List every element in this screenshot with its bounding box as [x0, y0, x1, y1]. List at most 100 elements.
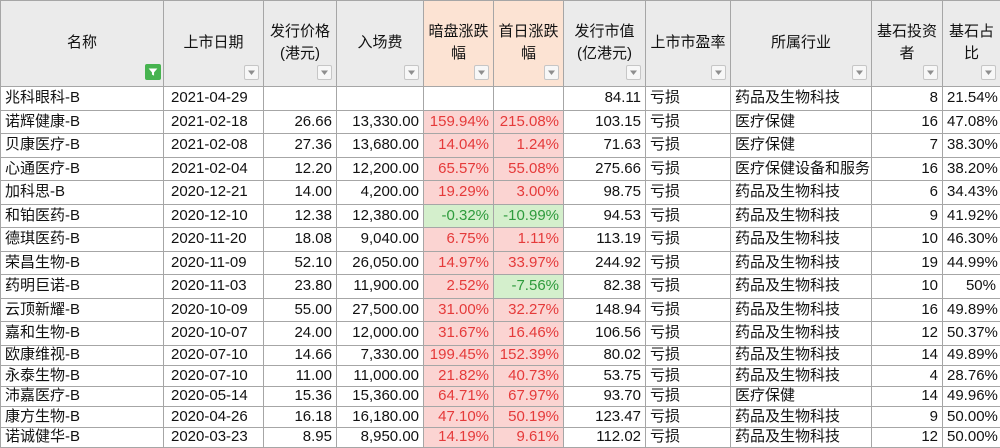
- grey-market-change-cell[interactable]: 64.71%: [423, 385, 494, 407]
- grey-market-change-cell[interactable]: -0.32%: [423, 203, 494, 228]
- first-day-change-cell[interactable]: 67.97%: [493, 385, 564, 407]
- market-cap-cell[interactable]: 53.75: [563, 365, 646, 387]
- listing-date-cell[interactable]: 2020-12-21: [163, 180, 264, 205]
- cornerstone-investors-filter-button[interactable]: [923, 65, 938, 80]
- issue-price-cell[interactable]: 11.00: [263, 365, 337, 387]
- entry-fee-cell[interactable]: 27,500.00: [336, 297, 424, 322]
- cornerstone-investors-cell[interactable]: 16: [871, 156, 943, 181]
- column-header-cornerstone-investors[interactable]: 基石投资 者: [871, 0, 943, 87]
- issue-price-cell[interactable]: 26.66: [263, 109, 337, 134]
- grey-market-change-cell[interactable]: 21.82%: [423, 365, 494, 387]
- issue-price-cell[interactable]: 52.10: [263, 250, 337, 275]
- first-day-change-cell[interactable]: 32.27%: [493, 297, 564, 322]
- listing-date-filter-button[interactable]: [244, 65, 259, 80]
- column-header-grey-market-change[interactable]: 暗盘涨跌 幅: [423, 0, 494, 87]
- first-day-change-cell[interactable]: [493, 86, 564, 111]
- listing-date-cell[interactable]: 2020-07-10: [163, 365, 264, 387]
- cornerstone-investors-cell[interactable]: 10: [871, 274, 943, 299]
- cornerstone-ratio-cell[interactable]: 34.43%: [942, 180, 1000, 205]
- entry-fee-cell[interactable]: 15,360.00: [336, 385, 424, 407]
- name-cell[interactable]: 云顶新耀-B: [0, 297, 164, 322]
- industry-cell[interactable]: 药品及生物科技: [730, 274, 872, 299]
- issue-price-cell[interactable]: 16.18: [263, 406, 337, 428]
- listing-pe-cell[interactable]: 亏损: [645, 297, 731, 322]
- first-day-change-cell[interactable]: 3.00%: [493, 180, 564, 205]
- first-day-change-cell[interactable]: -10.99%: [493, 203, 564, 228]
- name-cell[interactable]: 欧康维视-B: [0, 344, 164, 366]
- listing-pe-cell[interactable]: 亏损: [645, 109, 731, 134]
- cornerstone-ratio-cell[interactable]: 47.08%: [942, 109, 1000, 134]
- first-day-change-cell[interactable]: 50.19%: [493, 406, 564, 428]
- issue-price-cell[interactable]: 8.95: [263, 426, 337, 448]
- market-cap-cell[interactable]: 275.66: [563, 156, 646, 181]
- name-cell[interactable]: 和铂医药-B: [0, 203, 164, 228]
- listing-pe-cell[interactable]: 亏损: [645, 250, 731, 275]
- first-day-change-cell[interactable]: -7.56%: [493, 274, 564, 299]
- market-cap-cell[interactable]: 98.75: [563, 180, 646, 205]
- industry-cell[interactable]: 医疗保健: [730, 133, 872, 158]
- listing-pe-cell[interactable]: 亏损: [645, 321, 731, 346]
- listing-pe-cell[interactable]: 亏损: [645, 227, 731, 252]
- column-header-listing-pe[interactable]: 上市市盈率: [645, 0, 731, 87]
- column-header-industry[interactable]: 所属行业: [730, 0, 872, 87]
- listing-date-cell[interactable]: 2020-10-07: [163, 321, 264, 346]
- first-day-change-filter-button[interactable]: [544, 65, 559, 80]
- cornerstone-ratio-cell[interactable]: 44.99%: [942, 250, 1000, 275]
- cornerstone-investors-cell[interactable]: 12: [871, 426, 943, 448]
- column-header-name[interactable]: 名称: [0, 0, 164, 87]
- issue-price-cell[interactable]: 15.36: [263, 385, 337, 407]
- grey-market-change-cell[interactable]: 14.19%: [423, 426, 494, 448]
- listing-pe-cell[interactable]: 亏损: [645, 344, 731, 366]
- first-day-change-cell[interactable]: 215.08%: [493, 109, 564, 134]
- column-header-listing-date[interactable]: 上市日期: [163, 0, 264, 87]
- market-cap-cell[interactable]: 113.19: [563, 227, 646, 252]
- column-header-entry-fee[interactable]: 入场费: [336, 0, 424, 87]
- first-day-change-cell[interactable]: 9.61%: [493, 426, 564, 448]
- industry-cell[interactable]: 医疗保健: [730, 385, 872, 407]
- name-cell[interactable]: 荣昌生物-B: [0, 250, 164, 275]
- market-cap-cell[interactable]: 103.15: [563, 109, 646, 134]
- cornerstone-ratio-cell[interactable]: 38.30%: [942, 133, 1000, 158]
- listing-date-cell[interactable]: 2020-10-09: [163, 297, 264, 322]
- market-cap-cell[interactable]: 94.53: [563, 203, 646, 228]
- name-cell[interactable]: 嘉和生物-B: [0, 321, 164, 346]
- cornerstone-investors-cell[interactable]: 6: [871, 180, 943, 205]
- cornerstone-investors-cell[interactable]: 10: [871, 227, 943, 252]
- industry-cell[interactable]: 药品及生物科技: [730, 203, 872, 228]
- name-cell[interactable]: 兆科眼科-B: [0, 86, 164, 111]
- listing-date-cell[interactable]: 2021-02-08: [163, 133, 264, 158]
- listing-pe-cell[interactable]: 亏损: [645, 203, 731, 228]
- market-cap-cell[interactable]: 123.47: [563, 406, 646, 428]
- listing-pe-filter-button[interactable]: [711, 65, 726, 80]
- industry-cell[interactable]: 药品及生物科技: [730, 86, 872, 111]
- listing-date-cell[interactable]: 2021-02-04: [163, 156, 264, 181]
- entry-fee-cell[interactable]: 12,200.00: [336, 156, 424, 181]
- entry-fee-cell[interactable]: 11,900.00: [336, 274, 424, 299]
- issue-price-cell[interactable]: 12.20: [263, 156, 337, 181]
- column-header-market-cap[interactable]: 发行市值 (亿港元): [563, 0, 646, 87]
- cornerstone-ratio-cell[interactable]: 49.89%: [942, 344, 1000, 366]
- name-cell[interactable]: 诺辉健康-B: [0, 109, 164, 134]
- listing-pe-cell[interactable]: 亏损: [645, 406, 731, 428]
- name-cell[interactable]: 沛嘉医疗-B: [0, 385, 164, 407]
- grey-market-change-cell[interactable]: [423, 86, 494, 111]
- industry-cell[interactable]: 药品及生物科技: [730, 365, 872, 387]
- name-cell[interactable]: 德琪医药-B: [0, 227, 164, 252]
- listing-date-cell[interactable]: 2020-12-10: [163, 203, 264, 228]
- cornerstone-investors-cell[interactable]: 8: [871, 86, 943, 111]
- cornerstone-ratio-cell[interactable]: 49.96%: [942, 385, 1000, 407]
- first-day-change-cell[interactable]: 55.08%: [493, 156, 564, 181]
- grey-market-change-cell[interactable]: 31.67%: [423, 321, 494, 346]
- first-day-change-cell[interactable]: 1.24%: [493, 133, 564, 158]
- industry-cell[interactable]: 医疗保健: [730, 109, 872, 134]
- market-cap-cell[interactable]: 71.63: [563, 133, 646, 158]
- industry-cell[interactable]: 药品及生物科技: [730, 250, 872, 275]
- market-cap-cell[interactable]: 244.92: [563, 250, 646, 275]
- industry-filter-button[interactable]: [852, 65, 867, 80]
- entry-fee-cell[interactable]: 4,200.00: [336, 180, 424, 205]
- cornerstone-investors-cell[interactable]: 4: [871, 365, 943, 387]
- grey-market-change-cell[interactable]: 2.52%: [423, 274, 494, 299]
- issue-price-filter-button[interactable]: [317, 65, 332, 80]
- cornerstone-ratio-cell[interactable]: 41.92%: [942, 203, 1000, 228]
- cornerstone-ratio-cell[interactable]: 46.30%: [942, 227, 1000, 252]
